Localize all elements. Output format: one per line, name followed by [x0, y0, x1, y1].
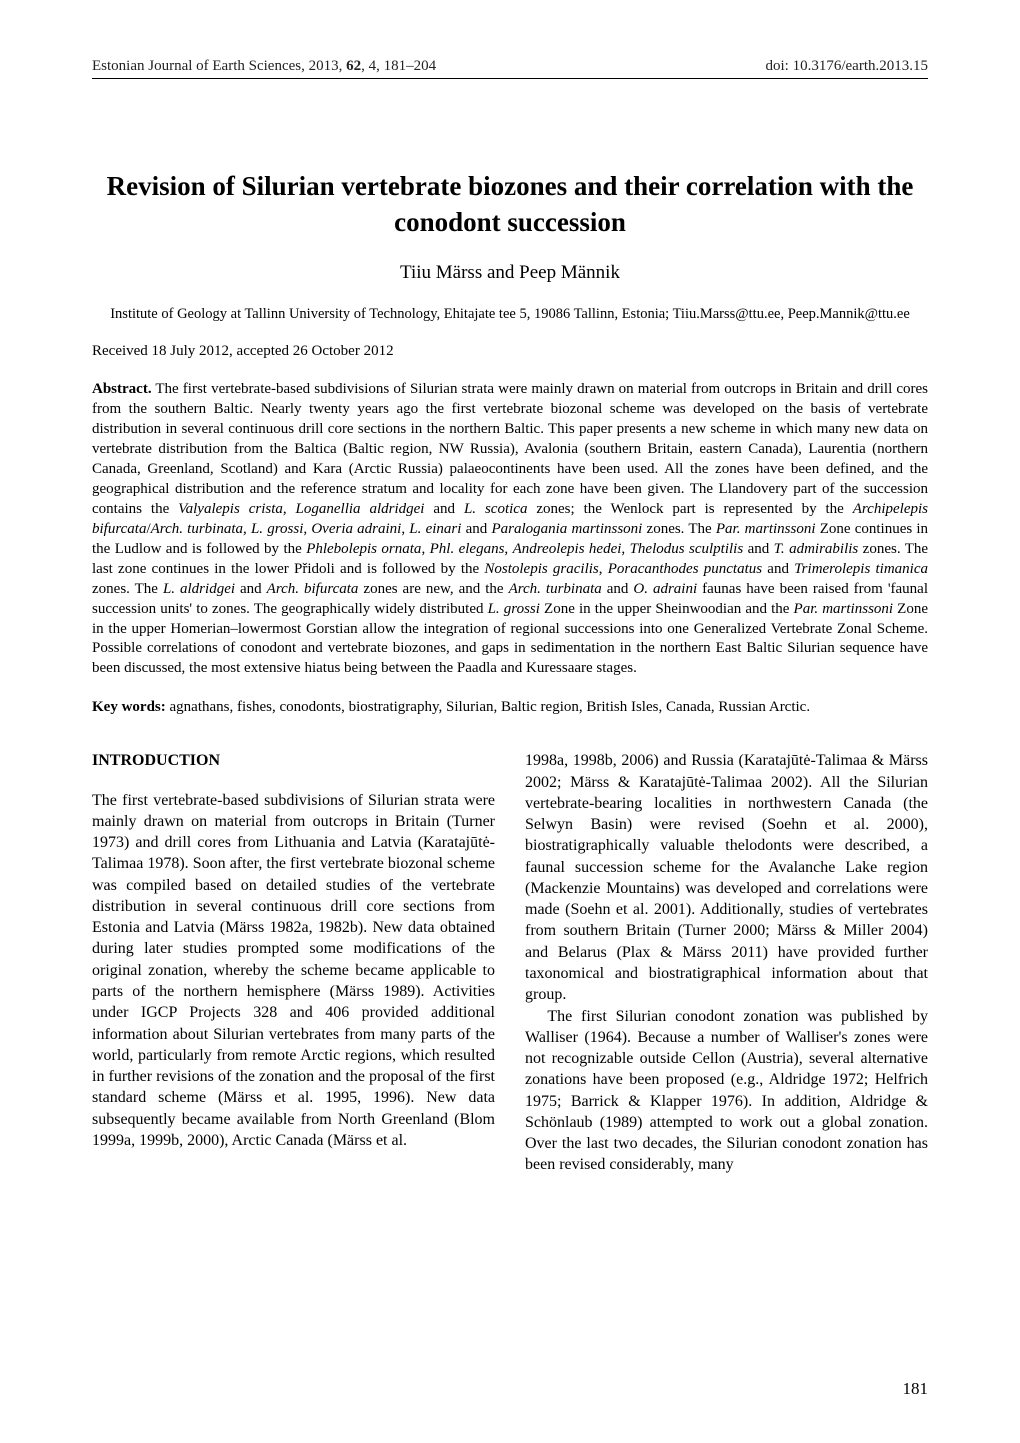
affiliation: Institute of Geology at Tallinn Universi…	[92, 306, 928, 323]
section-heading-introduction: INTRODUCTION	[92, 750, 495, 771]
body-paragraph: The first Silurian conodont zonation was…	[525, 1006, 928, 1176]
taxon: Par. martinssoni	[716, 521, 816, 537]
page-number: 181	[903, 1379, 929, 1399]
taxon: Andreolepis hedei	[513, 541, 622, 557]
taxon: Poracanthodes punctatus	[608, 561, 762, 577]
running-header: Estonian Journal of Earth Sciences, 2013…	[92, 58, 928, 79]
journal-issue-pages: , 4, 181–204	[361, 58, 436, 74]
taxon: Nostolepis gracilis	[484, 561, 598, 577]
taxon: Phl. elegans	[430, 541, 505, 557]
received-dates: Received 18 July 2012, accepted 26 Octob…	[92, 343, 928, 360]
taxon: Phlebolepis ornata	[306, 541, 421, 557]
journal-name: Estonian Journal of Earth Sciences, 2013…	[92, 58, 346, 74]
taxon: Par. martinssoni	[794, 601, 894, 617]
taxon: L. einari	[409, 521, 461, 537]
authors: Tiiu Märss and Peep Männik	[92, 262, 928, 284]
title-line-1: Revision of Silurian vertebrate biozones…	[107, 171, 914, 201]
taxon: Arch. turbinata	[151, 521, 243, 537]
taxon: L. scotica	[464, 501, 528, 517]
journal-ref: Estonian Journal of Earth Sciences, 2013…	[92, 58, 436, 75]
taxon: Arch. bifurcata	[267, 581, 359, 597]
article-title: Revision of Silurian vertebrate biozones…	[92, 169, 928, 240]
body-columns: INTRODUCTION The first vertebrate-based …	[92, 750, 928, 1175]
body-paragraph-continuation: 1998a, 1998b, 2006) and Russia (Karatajū…	[525, 750, 928, 1005]
taxon: L. grossi	[488, 601, 540, 617]
taxon: L. aldridgei	[163, 581, 235, 597]
abstract-label: Abstract.	[92, 381, 152, 397]
taxon: L. grossi	[251, 521, 303, 537]
keywords: Key words: agnathans, fishes, conodonts,…	[92, 699, 928, 716]
taxon: Paralogania martinssoni	[491, 521, 642, 537]
taxon: O. adraini	[633, 581, 697, 597]
abstract-text: The first vertebrate-based subdivisions …	[92, 381, 928, 517]
taxon: Loganellia aldridgei	[296, 501, 425, 517]
keywords-text: agnathans, fishes, conodonts, biostratig…	[166, 699, 810, 715]
taxon: Overia adraini	[311, 521, 401, 537]
taxon: Valyalepis crista	[178, 501, 283, 517]
body-paragraph: The first vertebrate-based subdivisions …	[92, 790, 495, 1152]
journal-volume: 62	[346, 58, 361, 74]
taxon: Trimerolepis timanica	[794, 561, 928, 577]
taxon: T. admirabilis	[774, 541, 859, 557]
abstract: Abstract. The first vertebrate-based sub…	[92, 380, 928, 679]
taxon: Thelodus sculptilis	[630, 541, 744, 557]
doi: doi: 10.3176/earth.2013.15	[766, 58, 928, 75]
keywords-label: Key words:	[92, 699, 166, 715]
taxon: Arch. turbinata	[509, 581, 602, 597]
title-line-2: conodont succession	[394, 207, 626, 237]
